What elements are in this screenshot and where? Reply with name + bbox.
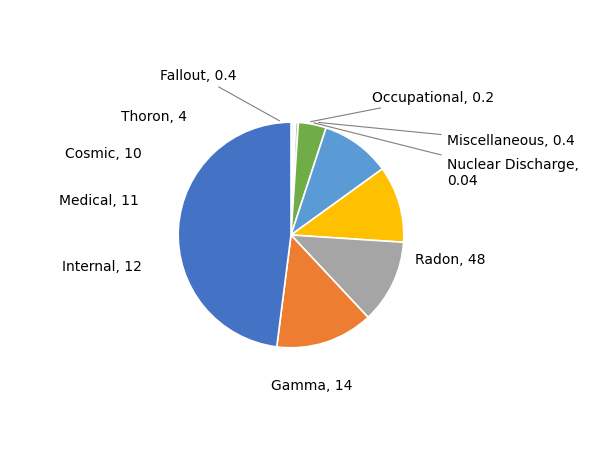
Wedge shape — [291, 169, 404, 243]
Wedge shape — [291, 122, 296, 235]
Wedge shape — [277, 235, 368, 348]
Wedge shape — [291, 235, 404, 317]
Wedge shape — [291, 122, 298, 235]
Text: Occupational, 0.2: Occupational, 0.2 — [311, 91, 494, 122]
Text: Cosmic, 10: Cosmic, 10 — [65, 147, 142, 161]
Text: Medical, 11: Medical, 11 — [59, 194, 139, 208]
Wedge shape — [178, 122, 291, 347]
Wedge shape — [291, 128, 382, 235]
Text: Thoron, 4: Thoron, 4 — [121, 110, 187, 124]
Wedge shape — [291, 122, 294, 235]
Text: Nuclear Discharge,
0.04: Nuclear Discharge, 0.04 — [314, 123, 578, 188]
Text: Fallout, 0.4: Fallout, 0.4 — [160, 69, 280, 121]
Text: Miscellaneous, 0.4: Miscellaneous, 0.4 — [319, 123, 574, 149]
Wedge shape — [291, 123, 326, 235]
Text: Internal, 12: Internal, 12 — [62, 259, 142, 274]
Text: Radon, 48: Radon, 48 — [415, 253, 485, 267]
Text: Gamma, 14: Gamma, 14 — [271, 379, 352, 393]
